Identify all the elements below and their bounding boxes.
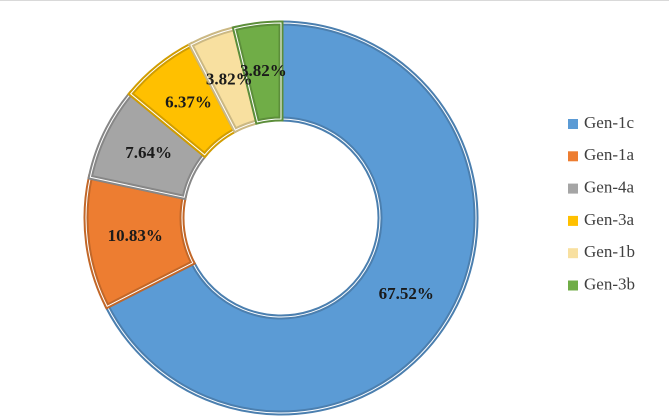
legend-swatch [568,280,578,291]
legend-swatch [568,248,578,259]
data-label: 6.37% [165,93,212,112]
data-label: 3.82% [240,61,287,80]
legend-swatch [568,183,578,194]
legend-label: Gen-4a [584,178,634,197]
legend-swatch [568,215,578,226]
slice-gap [234,22,282,123]
legend-label: Gen-1c [584,113,634,132]
data-label: 7.64% [125,143,172,162]
data-label: 3.82% [206,69,253,88]
data-label: 67.52% [379,284,434,303]
legend-swatch [568,119,578,129]
legend-label: Gen-1a [584,145,634,164]
data-label: 10.83% [108,226,163,245]
legend-label: Gen-1b [584,242,635,261]
legend-label: Gen-3a [584,210,634,229]
slice-gap [106,22,477,414]
legend-label: Gen-3b [584,274,635,293]
legend-swatch [568,151,578,162]
